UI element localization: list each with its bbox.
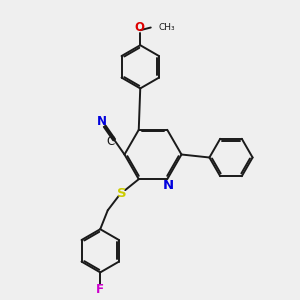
Text: S: S [117, 187, 127, 200]
Text: O: O [134, 21, 144, 34]
Text: N: N [163, 179, 174, 192]
Text: N: N [97, 115, 107, 128]
Text: CH₃: CH₃ [158, 23, 175, 32]
Text: C: C [106, 135, 115, 148]
Text: F: F [96, 283, 104, 296]
